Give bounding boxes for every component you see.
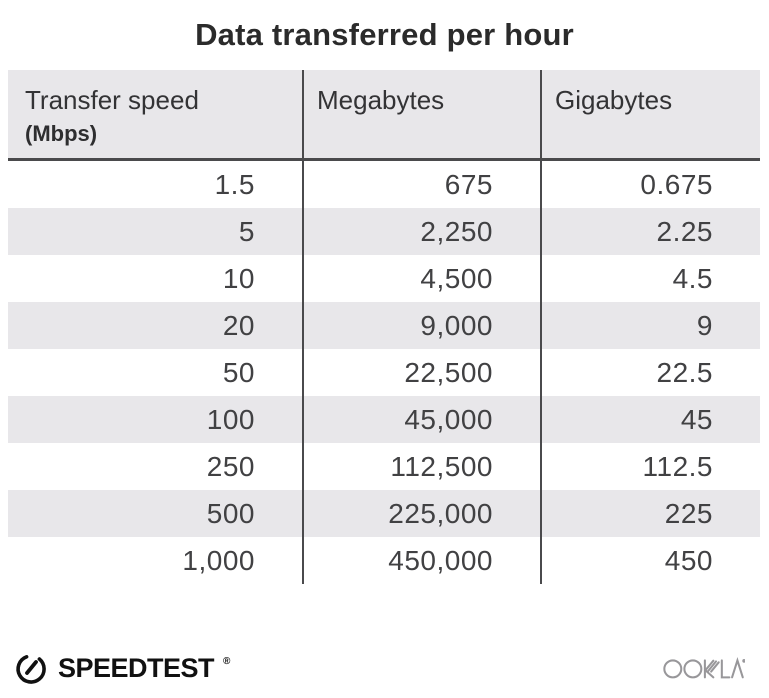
ookla-logo — [663, 654, 745, 682]
speedtest-gauge-icon — [16, 655, 46, 684]
speed-cell: 1,000 — [182, 545, 255, 576]
table-row: 20 9,000 9 — [8, 302, 760, 349]
speed-cell: 250 — [206, 451, 255, 482]
gigabytes-cell: 22.5 — [540, 349, 760, 396]
megabytes-cell: 22,500 — [302, 349, 540, 396]
column-header-megabytes: Megabytes — [302, 70, 540, 158]
gigabytes-cell: 4.5 — [540, 255, 760, 302]
footer: SPEEDTEST ® — [0, 584, 769, 695]
registered-trademark-icon: ® — [223, 656, 231, 667]
megabytes-cell: 450,000 — [302, 537, 540, 584]
megabytes-cell: 225,000 — [302, 490, 540, 537]
table-row: 10 4,500 4.5 — [8, 255, 760, 302]
transfer-speed-unit: (Mbps) — [25, 121, 98, 146]
gigabytes-cell: 112.5 — [540, 443, 760, 490]
table-row: 1,000 450,000 450 — [8, 537, 760, 584]
speed-cell: 500 — [206, 498, 255, 529]
gigabytes-cell: 225 — [540, 490, 760, 537]
table-row: 250 112,500 112.5 — [8, 443, 760, 490]
speedtest-wordmark: SPEEDTEST — [58, 653, 215, 683]
column-header-transfer-speed: Transfer speed (Mbps) — [8, 70, 302, 158]
gigabytes-cell: 450 — [540, 537, 760, 584]
data-table: Transfer speed (Mbps) Megabytes Gigabyte… — [8, 70, 760, 584]
speed-cell: 20 — [222, 310, 255, 341]
ookla-wordmark-icon — [663, 657, 745, 679]
speed-cell: 100 — [206, 404, 255, 435]
megabytes-cell: 2,250 — [302, 208, 540, 255]
gigabytes-cell: 9 — [540, 302, 760, 349]
page-title: Data transferred per hour — [195, 17, 574, 52]
speed-cell: 10 — [222, 263, 255, 294]
megabytes-cell: 675 — [302, 161, 540, 208]
transfer-speed-label: Transfer speed — [25, 85, 199, 115]
gigabytes-cell: 2.25 — [540, 208, 760, 255]
megabytes-cell: 9,000 — [302, 302, 540, 349]
speed-cell: 5 — [238, 216, 255, 247]
table-row: 1.5 675 0.675 — [8, 161, 760, 208]
table-row: 50 22,500 22.5 — [8, 349, 760, 396]
table-row: 100 45,000 45 — [8, 396, 760, 443]
speed-cell: 50 — [222, 357, 255, 388]
megabytes-cell: 45,000 — [302, 396, 540, 443]
column-header-gigabytes: Gigabytes — [540, 70, 760, 158]
gigabytes-cell: 45 — [540, 396, 760, 443]
gigabytes-cell: 0.675 — [540, 161, 760, 208]
megabytes-cell: 4,500 — [302, 255, 540, 302]
table-row: 500 225,000 225 — [8, 490, 760, 537]
megabytes-cell: 112,500 — [302, 443, 540, 490]
speed-cell: 1.5 — [214, 169, 255, 200]
table-header-row: Transfer speed (Mbps) Megabytes Gigabyte… — [8, 70, 760, 161]
speedtest-logo: SPEEDTEST ® — [12, 649, 230, 687]
table-row: 5 2,250 2.25 — [8, 208, 760, 255]
